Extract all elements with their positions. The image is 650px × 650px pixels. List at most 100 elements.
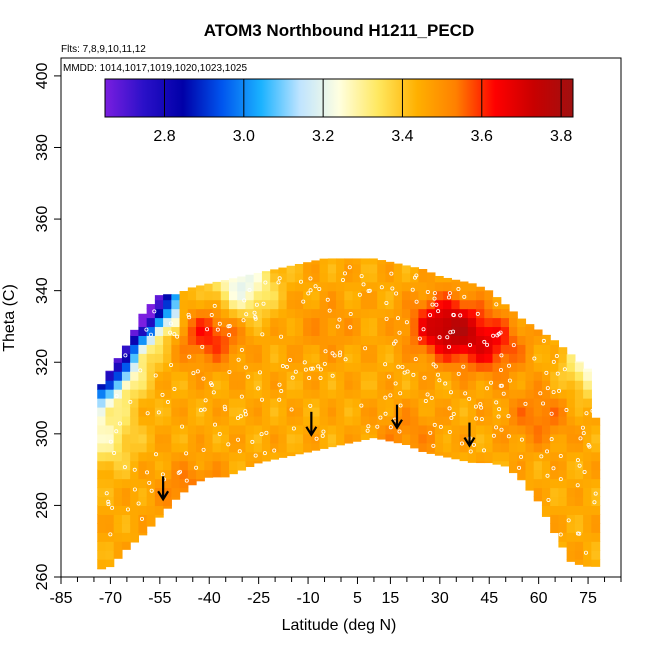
- heatmap-cell: [245, 290, 255, 301]
- sample-point: [445, 335, 450, 340]
- heatmap-cell: [492, 299, 502, 310]
- heatmap-cell: [163, 415, 172, 426]
- down-arrow-icon: [463, 422, 476, 448]
- heatmap-cell: [451, 380, 461, 390]
- heatmap-cell: [443, 424, 452, 435]
- heatmap-cell: [146, 344, 156, 354]
- sample-point: [396, 364, 401, 369]
- heatmap-cell: [113, 478, 123, 489]
- heatmap-cell: [558, 505, 568, 515]
- heatmap-cell: [261, 308, 271, 319]
- heatmap-cell: [550, 353, 560, 363]
- sample-point: [153, 373, 158, 378]
- heatmap-cell: [451, 335, 461, 345]
- heatmap-cell: [336, 371, 345, 381]
- heatmap-cell: [220, 362, 230, 372]
- heatmap-cell: [105, 389, 115, 399]
- heatmap-cell: [327, 371, 337, 381]
- sample-point: [337, 353, 342, 358]
- heatmap-cell: [253, 398, 263, 408]
- heatmap-cell: [229, 415, 238, 426]
- heatmap-cell: [393, 362, 403, 372]
- sample-point: [456, 371, 461, 376]
- heatmap-cell: [303, 299, 312, 310]
- heatmap-cell: [97, 505, 107, 515]
- heatmap-cell: [583, 469, 592, 480]
- heatmap-cell: [451, 433, 461, 444]
- heatmap-cell: [451, 279, 461, 283]
- heatmap-cell: [220, 290, 230, 301]
- heatmap-cell: [278, 380, 288, 390]
- heatmap-cell: [541, 505, 551, 515]
- heatmap-cell: [179, 299, 189, 310]
- heatmap-cell: [286, 424, 296, 435]
- heatmap-cell: [550, 496, 560, 507]
- heatmap-cell: [278, 442, 288, 453]
- heatmap-cell: [393, 290, 403, 301]
- heatmap-cell: [484, 362, 494, 372]
- heatmap-cell: [311, 415, 321, 426]
- heatmap-cell: [509, 451, 518, 462]
- heatmap-cell: [286, 265, 296, 274]
- heatmap-cell: [591, 478, 601, 489]
- heatmap-cell: [525, 326, 535, 336]
- sample-point: [463, 391, 468, 396]
- heatmap-cell: [245, 424, 255, 435]
- heatmap-cell: [121, 371, 131, 381]
- heatmap-cell: [583, 371, 592, 381]
- sample-point: [398, 391, 403, 396]
- heatmap-cell: [426, 433, 436, 444]
- heatmap-cell: [583, 398, 592, 408]
- heatmap-cell: [138, 362, 148, 372]
- heatmap-cell: [130, 451, 140, 462]
- heatmap-cell: [385, 272, 395, 283]
- heatmap-cell: [566, 460, 576, 471]
- heatmap-cell: [138, 478, 148, 489]
- heatmap-cell: [360, 398, 370, 408]
- heatmap-cell: [492, 353, 502, 363]
- heatmap-cell: [541, 487, 551, 498]
- heatmap-cell: [443, 433, 452, 444]
- heatmap-cell: [484, 460, 494, 464]
- heatmap-cell: [130, 362, 140, 372]
- sample-point: [330, 351, 335, 356]
- heatmap-cell: [261, 344, 271, 354]
- heatmap-cell: [270, 335, 280, 345]
- heatmap-cell: [401, 442, 411, 445]
- heatmap-cell: [212, 433, 222, 444]
- heatmap-cell: [121, 353, 131, 363]
- heatmap-cell: [154, 295, 164, 301]
- sample-point: [461, 364, 466, 369]
- heatmap-cell: [476, 415, 485, 426]
- heatmap-cell: [171, 451, 181, 462]
- heatmap-cell: [204, 398, 214, 408]
- heatmap-cell: [434, 451, 444, 456]
- heatmap-cell: [229, 389, 238, 399]
- heatmap-cell: [204, 415, 214, 426]
- heatmap-cell: [418, 281, 428, 292]
- heatmap-cell: [541, 424, 551, 435]
- sample-point: [485, 386, 490, 391]
- heatmap-cell: [459, 281, 469, 283]
- sample-point: [554, 354, 559, 359]
- sample-point: [593, 491, 598, 496]
- colorbar: 2.8 3.0 3.2 3.4 3.6 3.8: [104, 78, 574, 145]
- sample-point: [180, 424, 185, 429]
- heatmap-cell: [212, 380, 222, 390]
- heatmap-cell: [311, 362, 321, 372]
- heatmap-cell: [311, 308, 321, 319]
- heatmap-cell: [237, 398, 247, 408]
- sample-point: [322, 361, 327, 366]
- heatmap-cell: [303, 415, 312, 426]
- sample-point: [145, 470, 150, 475]
- sample-point: [313, 284, 318, 289]
- sample-point: [191, 371, 196, 376]
- heatmap-cell: [541, 451, 551, 462]
- sample-point: [139, 516, 144, 521]
- heatmap-cell: [369, 424, 378, 435]
- heatmap-cell: [517, 398, 527, 408]
- heatmap-cell: [377, 335, 387, 345]
- heatmap-cell: [574, 362, 584, 372]
- heatmap-cell: [517, 318, 527, 328]
- heatmap-cell: [163, 335, 172, 345]
